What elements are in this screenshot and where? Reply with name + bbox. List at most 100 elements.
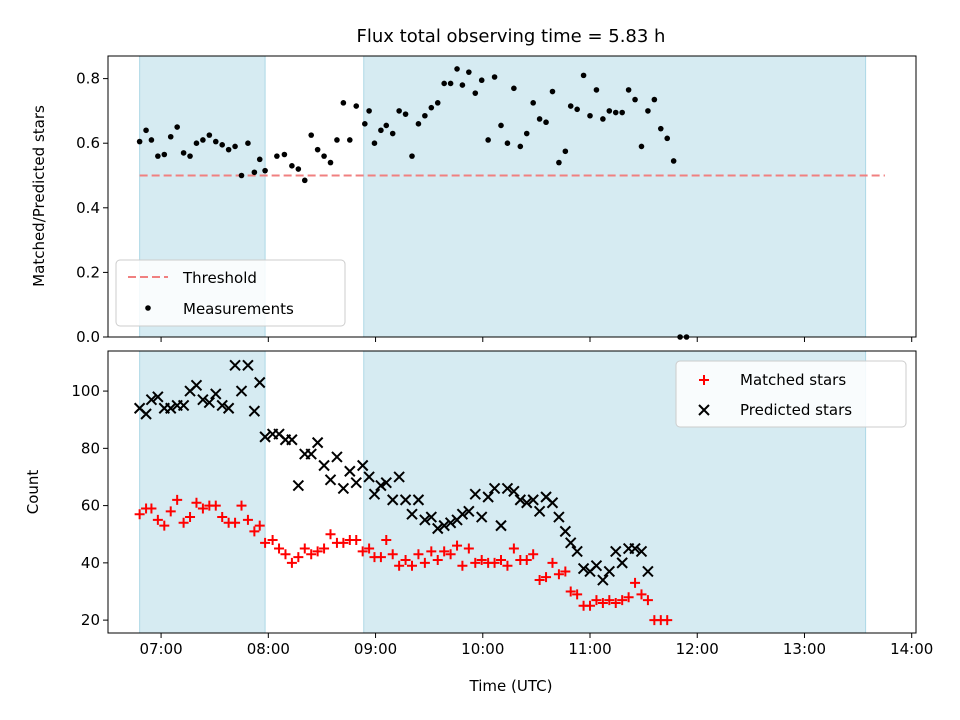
bottom-legend: Matched stars Predicted stars	[675, 360, 907, 428]
matched-star-point	[565, 586, 576, 597]
x-tick-label-1: 08:00	[247, 640, 290, 658]
legend-predicted-swatch	[698, 404, 710, 416]
legend-threshold-label: Threshold	[182, 269, 257, 287]
matched-star-point	[197, 503, 208, 514]
matched-star-point	[242, 514, 253, 525]
measurement-point	[657, 125, 664, 132]
top-ytick-label-3: 0.6	[76, 134, 100, 152]
measurement-point	[454, 66, 460, 72]
measurement-point	[378, 127, 384, 134]
matched-star-point	[312, 546, 323, 557]
measurement-point	[174, 124, 180, 130]
matched-star-point	[381, 534, 392, 545]
measurement-point	[562, 148, 569, 155]
predicted-star-point	[603, 565, 616, 578]
predicted-star-point	[475, 511, 488, 523]
top-ytick-label-4: 0.8	[76, 70, 100, 88]
matched-star-point	[610, 597, 621, 608]
measurement-point	[511, 85, 517, 92]
measurement-point	[366, 108, 372, 114]
x-tick-label-3: 10:00	[461, 640, 504, 658]
bottom-axes-frame	[107, 350, 917, 634]
measurement-point	[334, 137, 340, 143]
predicted-star-point	[363, 471, 375, 483]
x-tick-label-4: 11:00	[568, 640, 611, 658]
matched-star-point	[152, 514, 163, 525]
measurement-point	[193, 140, 200, 147]
matched-star-point	[165, 506, 176, 517]
matched-star-point	[623, 592, 634, 603]
legend-predicted-label: Predicted stars	[740, 401, 852, 419]
matched-star-point	[364, 543, 375, 554]
legend-matched-label: Matched stars	[740, 371, 846, 389]
matched-star-point	[489, 557, 500, 568]
measurement-point	[245, 140, 251, 147]
chart-title: Flux total observing time = 5.83 h	[357, 26, 666, 47]
predicted-star-point	[393, 471, 405, 483]
predicted-star-point	[419, 514, 431, 526]
predicted-star-point	[571, 545, 583, 558]
measurement-point	[409, 153, 415, 159]
measurement-point	[180, 150, 187, 156]
matched-star-point	[591, 595, 602, 606]
measurement-point	[612, 109, 619, 116]
predicted-star-point	[501, 482, 514, 495]
measurement-point	[587, 112, 593, 119]
predicted-star-point	[356, 459, 369, 472]
predicted-star-point	[311, 436, 324, 449]
matched-star-point	[230, 517, 241, 528]
matched-star-point	[351, 534, 362, 545]
predicted-star-point	[165, 402, 177, 414]
measurement-point	[256, 156, 263, 163]
measurement-point	[389, 130, 396, 137]
matched-star-point	[541, 572, 552, 583]
predicted-star-point	[559, 525, 572, 538]
predicted-star-point	[565, 537, 577, 549]
predicted-star-point	[190, 379, 203, 392]
measurement-point	[219, 142, 226, 148]
measurement-point	[187, 153, 193, 159]
measurement-point	[567, 103, 574, 109]
matched-star-point	[299, 543, 310, 554]
bottom-axes: 20 40 60 80 100 07:00 08:00 09:00 10:00 11:00 12:0…	[71, 350, 933, 658]
predicted-star-point	[292, 479, 305, 492]
predicted-star-point	[259, 431, 271, 443]
matched-star-point	[185, 512, 196, 523]
predicted-star-point	[553, 511, 565, 523]
measurement-point	[670, 158, 677, 164]
predicted-star-point	[406, 508, 418, 520]
matched-star-point	[662, 615, 673, 626]
predicted-star-point	[514, 494, 527, 506]
predicted-star-point	[229, 359, 241, 372]
measurement-point	[422, 112, 428, 119]
measurement-point	[619, 109, 625, 116]
predicted-star-point	[254, 376, 266, 389]
top-ytick-label-0: 0.0	[76, 328, 100, 346]
matched-star-point	[172, 494, 183, 505]
matched-star-point	[286, 557, 297, 568]
measurement-point	[321, 153, 327, 159]
matched-star-point	[375, 552, 386, 563]
legend-measurements-swatch	[145, 305, 151, 311]
x-tick-label-5: 12:00	[676, 640, 719, 658]
matched-star-point	[387, 549, 398, 560]
matched-star-point	[502, 560, 513, 571]
measurement-point	[593, 87, 600, 93]
predicted-star-point	[375, 479, 387, 492]
predicted-star-point	[222, 402, 235, 414]
measurement-point	[651, 96, 658, 103]
bottom-ylabel: Count	[24, 470, 42, 515]
bottom-legend-box	[675, 360, 907, 428]
predicted-star-point	[508, 485, 520, 497]
measurement-point	[638, 143, 645, 150]
measurement-point	[498, 122, 504, 129]
matched-star-point	[146, 503, 157, 514]
matched-star-point	[597, 597, 608, 608]
matched-star-point	[426, 546, 437, 557]
bottom-ytick-label-3: 80	[81, 439, 100, 457]
measurement-point	[664, 135, 671, 142]
measurement-point	[472, 90, 479, 96]
predicted-star-point	[577, 562, 590, 575]
predicted-star-point	[210, 388, 222, 400]
